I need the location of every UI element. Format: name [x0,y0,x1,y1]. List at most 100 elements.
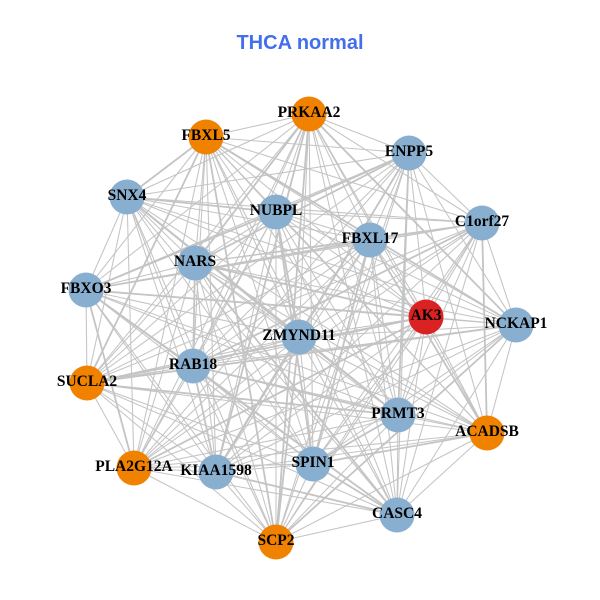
network-edge [192,152,410,367]
network-edge [275,211,483,224]
network-node-SPIN1 [295,446,331,482]
network-edge [85,289,217,473]
network-edge [275,211,517,326]
network-edge [312,316,427,465]
network-node-PRMT3 [380,397,416,433]
network-edge [133,467,398,516]
network-edge [275,336,300,543]
network-edge [85,289,277,543]
network-node-KIAA1598 [198,454,234,490]
network-edge [126,196,399,416]
network-edge [205,136,217,473]
network-node-SNX4 [109,179,145,215]
network-edge [126,152,410,198]
network-node-RAB18 [175,348,211,384]
figure-title: THCA normal [236,32,363,54]
network-node-ACADSB [469,415,505,451]
network-edge [215,113,310,473]
network-edge [85,262,196,291]
network-edge [126,196,135,469]
network-edge [126,196,398,516]
network-node-ENPP5 [391,135,427,171]
network-node-C1orf27 [464,205,500,241]
network-edge [194,262,517,326]
network-node-CASC4 [379,497,415,533]
network-edge [86,382,398,516]
network-edge [85,289,517,326]
network-edge [312,432,488,465]
network-edge [369,239,398,516]
network-edge [85,222,483,291]
network-node-ZMYND11 [281,319,317,355]
network-edge [215,211,277,473]
network-edge [298,336,488,434]
network-node-FBXL5 [188,119,224,155]
network-edge [396,432,488,516]
network-edge [133,136,207,469]
network-node-FBXO3 [68,272,104,308]
network-edge [192,336,300,367]
network-edge [126,196,277,213]
network-edge [369,239,399,416]
network-edge [215,414,399,473]
network-edge [298,336,398,516]
network-edge [126,196,217,473]
network-edge [86,196,128,384]
network-edge [298,222,483,338]
network-edge [126,196,194,367]
network-edge [126,196,371,241]
network-edge [308,113,371,241]
network-edge [85,289,300,338]
network-edge [275,222,483,543]
network-edge [205,136,277,543]
network-edge [312,324,517,465]
network-edge [397,324,517,416]
network-edge [205,113,310,138]
network-edge [85,211,277,291]
network-edge [86,365,194,384]
network-edge [126,113,310,198]
network-edge [312,222,483,465]
network-edge [86,382,488,434]
network-edge [126,196,314,465]
network-edge [86,152,410,384]
network-edge [481,222,517,326]
network-edge [425,222,483,318]
network-edge [215,316,427,473]
network-node-SUCLA2 [69,365,105,401]
network-edge [308,113,427,318]
network-edge [133,414,399,469]
network-node-NCKAP1 [498,307,534,343]
network-edge [408,152,427,318]
network-edge [86,222,483,384]
network-edge [308,113,488,434]
network-edge [275,211,488,434]
network-edge [308,113,410,154]
node-layer [68,96,534,560]
network-edge [133,365,194,469]
network-node-NUBPL [258,194,294,230]
network-edge [298,336,399,416]
network-edge [298,324,517,338]
network-edge [86,239,371,384]
network-edge [86,382,314,465]
network-edge [86,136,207,384]
network-edge [194,222,483,264]
network-edge [215,471,398,516]
network-edge [486,324,517,434]
network-edge [192,365,217,473]
network-edge [194,262,277,543]
network-edge [275,239,371,543]
network-edge [126,196,483,224]
network-edge [481,222,488,434]
network-node-AK3 [408,299,444,335]
network-node-PLA2G12A [116,450,152,486]
network-edge [275,514,398,543]
network-node-NARS [177,245,213,281]
network-edge [396,222,483,516]
network-node-SCP2 [258,524,294,560]
network-edge [396,324,517,516]
network-edge [126,196,488,434]
